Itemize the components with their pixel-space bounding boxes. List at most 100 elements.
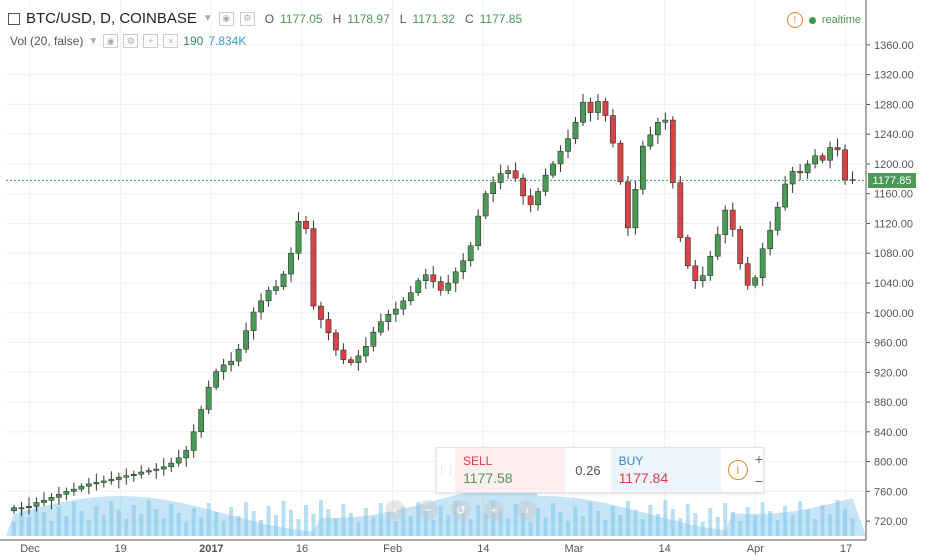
- candle-body: [220, 364, 227, 372]
- candle-body: [198, 409, 205, 433]
- high-value: 1178.97: [347, 11, 390, 26]
- candle-body: [235, 348, 242, 362]
- volume-bar: [745, 507, 750, 536]
- volume-bar: [423, 511, 428, 536]
- chevron-down-icon[interactable]: ▼: [202, 13, 213, 24]
- sell-button[interactable]: SELL 1177.58: [455, 448, 566, 492]
- eye-icon[interactable]: ◉: [218, 11, 234, 26]
- volume-bar: [214, 512, 219, 536]
- volume-bar: [26, 517, 31, 536]
- volume-bar: [723, 503, 728, 536]
- close-icon[interactable]: ×: [163, 34, 179, 48]
- volume-bar: [438, 506, 443, 536]
- y-tick-label: 1080.00: [874, 248, 914, 260]
- volume-bar: [296, 519, 301, 536]
- symbol-title[interactable]: BTC/USD, D, COINBASE: [26, 10, 197, 27]
- volume-bar: [206, 503, 211, 536]
- volume-bar: [79, 511, 84, 536]
- volume-bar: [386, 512, 391, 536]
- candle-body: [662, 119, 669, 123]
- candle-body: [475, 215, 482, 247]
- volume-bar: [760, 502, 765, 536]
- candle-body: [400, 300, 407, 310]
- candle-body: [550, 163, 556, 176]
- volume-bar: [483, 514, 488, 536]
- reset-icon[interactable]: ↺: [451, 500, 471, 520]
- scroll-right-icon[interactable]: ›: [517, 500, 537, 520]
- candle-body: [48, 497, 55, 501]
- candle-body: [767, 229, 774, 250]
- volume-bar: [94, 506, 99, 536]
- y-tick-label: 920.00: [874, 367, 908, 379]
- zoom-out-icon[interactable]: −: [418, 500, 438, 520]
- volume-bar: [289, 510, 294, 536]
- candle-body: [56, 494, 62, 498]
- y-tick-label: 880.00: [874, 397, 908, 409]
- volume-bar: [71, 502, 76, 536]
- volume-bar: [274, 515, 279, 536]
- volume-bar: [805, 510, 810, 536]
- volume-bar: [326, 509, 331, 536]
- buy-button[interactable]: BUY 1177.84: [610, 448, 721, 492]
- y-tick-label: 1120.00: [874, 218, 913, 230]
- close-value: 1177.85: [479, 11, 523, 26]
- candle-body: [437, 281, 444, 291]
- candle-body: [183, 450, 190, 459]
- volume-bar: [244, 502, 249, 536]
- volume-bar: [12, 522, 16, 536]
- zoom-out-button[interactable]: −: [754, 473, 763, 489]
- y-tick-label: 1240.00: [874, 129, 914, 141]
- volume-bar: [566, 521, 571, 536]
- candle-body: [228, 360, 234, 366]
- high-label: H: [332, 11, 342, 26]
- candle-body: [168, 462, 175, 468]
- candle-body: [11, 507, 17, 511]
- settings-icon[interactable]: ⚙: [123, 34, 139, 48]
- scroll-left-icon[interactable]: ‹: [385, 500, 405, 520]
- collapse-icon[interactable]: [8, 12, 20, 25]
- volume-label[interactable]: Vol (20, false): [10, 34, 84, 48]
- candle-body: [625, 181, 631, 229]
- chevron-down-icon[interactable]: ▼: [88, 35, 99, 47]
- candle-body: [26, 505, 32, 508]
- candle-body: [819, 155, 826, 161]
- candle-body: [310, 228, 317, 307]
- last-price-tag: 1177.85: [868, 173, 916, 189]
- volume-bar: [551, 503, 556, 536]
- drag-handle-icon[interactable]: ⋮⋮: [437, 464, 455, 475]
- eye-icon[interactable]: ◉: [103, 34, 119, 48]
- volume-bar: [408, 516, 413, 536]
- volume-bar: [356, 522, 361, 536]
- candle-body: [797, 171, 803, 174]
- candle-body: [108, 479, 115, 482]
- volume-bar: [229, 507, 234, 536]
- volume-bar: [663, 500, 668, 536]
- volume-bar: [633, 510, 638, 536]
- volume-bar: [843, 509, 848, 536]
- info-icon: i: [727, 460, 748, 480]
- candle-body: [205, 386, 212, 410]
- spread-value: 0.26: [575, 462, 601, 478]
- volume-bar: [161, 518, 166, 536]
- zoom-in-button[interactable]: +: [754, 451, 763, 467]
- candle-body: [714, 234, 721, 257]
- y-tick-label: 1200.00: [874, 159, 914, 171]
- add-icon[interactable]: +: [143, 34, 159, 48]
- volume-bar: [266, 506, 271, 536]
- candle-body: [587, 101, 594, 113]
- volume-bar: [378, 503, 383, 536]
- volume-bar: [41, 512, 46, 536]
- volume-bar: [715, 517, 720, 536]
- x-tick-label: 16: [296, 543, 308, 555]
- volume-bar: [828, 514, 833, 536]
- candle-body: [460, 260, 467, 273]
- zoom-in-icon[interactable]: +: [484, 500, 504, 520]
- y-tick-label: 840.00: [874, 427, 908, 439]
- info-button[interactable]: i: [721, 448, 755, 492]
- volume-bar: [685, 504, 690, 536]
- warning-icon[interactable]: !: [786, 12, 803, 28]
- candle-body: [333, 332, 339, 351]
- volume-bar: [363, 508, 368, 536]
- settings-icon[interactable]: ⚙: [239, 11, 255, 26]
